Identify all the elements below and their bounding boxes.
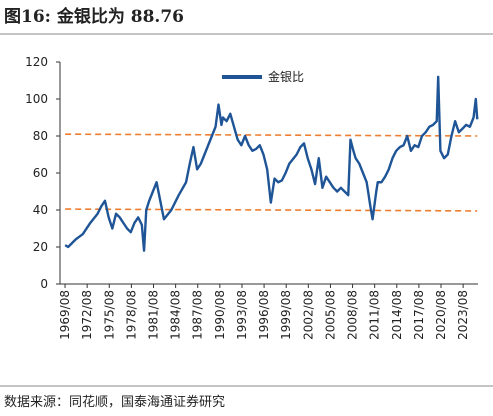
x-tick-label: 2005/08	[323, 290, 337, 340]
data-line	[64, 75, 479, 252]
x-tick-label: 2011/08	[368, 290, 382, 340]
y-tick-label: 20	[33, 240, 48, 254]
x-tick-label: 1999/08	[279, 290, 293, 340]
x-tick-label: 1996/08	[257, 290, 271, 340]
x-tick-label: 2023/08	[456, 290, 470, 340]
x-tick-label: 1981/08	[147, 290, 161, 340]
x-tick-label: 1969/08	[58, 290, 72, 340]
chart-title: 图16: 金银比为 88.76	[4, 6, 184, 27]
y-tick-label: 120	[25, 55, 48, 69]
x-tick-label: 1975/08	[102, 290, 116, 340]
x-tick-label: 2002/08	[301, 290, 315, 340]
x-tick-label: 1987/08	[191, 290, 205, 340]
x-tick-label: 2020/08	[434, 290, 448, 340]
x-tick-label: 1978/08	[124, 290, 138, 340]
reference-line	[65, 208, 478, 212]
y-tick-label: 0	[40, 277, 48, 291]
x-tick-label: 1993/08	[235, 290, 249, 340]
x-tick-label: 2014/08	[390, 290, 404, 340]
x-tick-label: 1990/08	[213, 290, 227, 340]
y-tick-label: 100	[25, 92, 48, 106]
reference-line	[65, 133, 478, 137]
y-tick-label: 40	[33, 203, 48, 217]
x-tick-label: 1972/08	[80, 290, 94, 340]
legend-label: 金银比	[268, 69, 304, 84]
x-tick-label: 2008/08	[346, 290, 360, 340]
y-tick-label: 60	[33, 166, 48, 180]
x-tick-label: 1984/08	[169, 290, 183, 340]
source: 数据来源：同花顺，国泰海通证券研究	[4, 394, 225, 410]
x-tick-label: 2017/08	[412, 290, 426, 340]
y-tick-label: 80	[33, 129, 48, 143]
